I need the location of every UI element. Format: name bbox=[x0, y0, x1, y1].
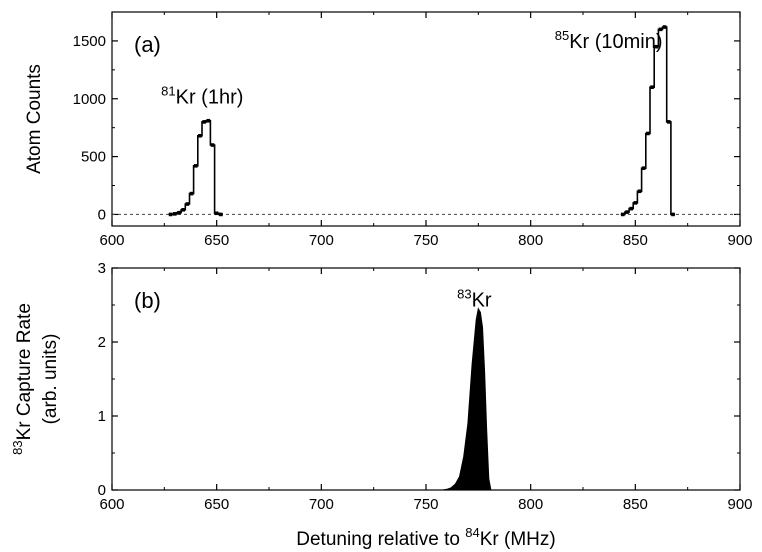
peak-annotation: 83Kr bbox=[457, 287, 492, 312]
series-0-point bbox=[206, 118, 211, 123]
x-tick-label: 800 bbox=[518, 496, 543, 513]
series-1-point bbox=[633, 201, 638, 205]
panel-label: (b) bbox=[134, 288, 161, 313]
series-1-line bbox=[620, 26, 676, 216]
x-tick-label: 600 bbox=[99, 232, 124, 249]
y-axis-title-line2: (arb. units) bbox=[40, 334, 61, 425]
series-0-point bbox=[202, 120, 206, 124]
series-1-point bbox=[625, 210, 629, 214]
series-0-point bbox=[177, 210, 181, 215]
x-tick-label: 750 bbox=[413, 496, 438, 513]
x-tick-label: 850 bbox=[623, 496, 648, 513]
series-1-point bbox=[629, 206, 633, 211]
x-tick-label: 700 bbox=[309, 232, 334, 249]
y-tick-label: 1 bbox=[98, 408, 106, 425]
series-0-point bbox=[185, 202, 190, 206]
series-0-point bbox=[214, 211, 219, 216]
series-1-point bbox=[650, 85, 654, 89]
series-0-point bbox=[181, 208, 185, 212]
y-tick-label: 2 bbox=[98, 334, 106, 351]
panel-b: 600 650 700 750 800 850 900 0 1 2 3 (b) 83Kr 83Kr Cap… bbox=[10, 260, 753, 550]
x-tick-label: 850 bbox=[623, 232, 648, 249]
series-1-point bbox=[620, 212, 625, 217]
x-tick-label: 750 bbox=[413, 232, 438, 249]
y-tick-label: 500 bbox=[81, 149, 106, 166]
panel-label: (a) bbox=[134, 32, 161, 57]
series-0-point bbox=[193, 164, 198, 168]
series-1-point bbox=[641, 166, 646, 170]
series-0-point bbox=[198, 133, 202, 138]
series-0-point bbox=[173, 212, 177, 216]
series-1-point bbox=[667, 120, 671, 124]
y-tick-label: 3 bbox=[98, 260, 106, 277]
x-tick-label: 650 bbox=[204, 496, 229, 513]
plot-frame bbox=[111, 267, 741, 491]
series-1-point bbox=[654, 44, 659, 49]
series-0-point bbox=[219, 212, 223, 217]
x-tick-label: 700 bbox=[309, 496, 334, 513]
series-1-point bbox=[646, 131, 650, 136]
y-tick-label: 0 bbox=[98, 482, 106, 499]
series-0-point bbox=[210, 143, 215, 147]
peak-annotation: 81Kr (1hr) bbox=[161, 84, 243, 109]
series-1-point bbox=[637, 189, 642, 194]
series-1-point bbox=[662, 25, 667, 29]
series-0-area bbox=[442, 307, 492, 491]
y-axis-title-line1: 83Kr Capture Rate bbox=[10, 303, 35, 455]
x-tick-label: 650 bbox=[204, 232, 229, 249]
y-tick-label: 1000 bbox=[73, 91, 106, 108]
panel-a: 600 650 700 750 800 850 900 0 500 1000 1500 (a) 81Kr… bbox=[24, 11, 753, 249]
x-tick-label: 800 bbox=[518, 232, 543, 249]
x-axis-title: Detuning relative to 84Kr (MHz) bbox=[296, 525, 555, 550]
y-tick-label: 1500 bbox=[73, 33, 106, 50]
y-axis-title: Atom Counts bbox=[24, 64, 45, 174]
x-tick-label: 900 bbox=[727, 496, 752, 513]
x-tick-label: 900 bbox=[727, 232, 752, 249]
series-0-point bbox=[168, 212, 173, 217]
peak-annotation: 85Kr (10min) bbox=[555, 28, 663, 53]
series-1-point bbox=[658, 27, 663, 32]
x-tick-label: 600 bbox=[99, 496, 124, 513]
series-1-point bbox=[671, 212, 675, 217]
y-tick-label: 0 bbox=[98, 206, 106, 223]
series-0-point bbox=[189, 191, 194, 196]
